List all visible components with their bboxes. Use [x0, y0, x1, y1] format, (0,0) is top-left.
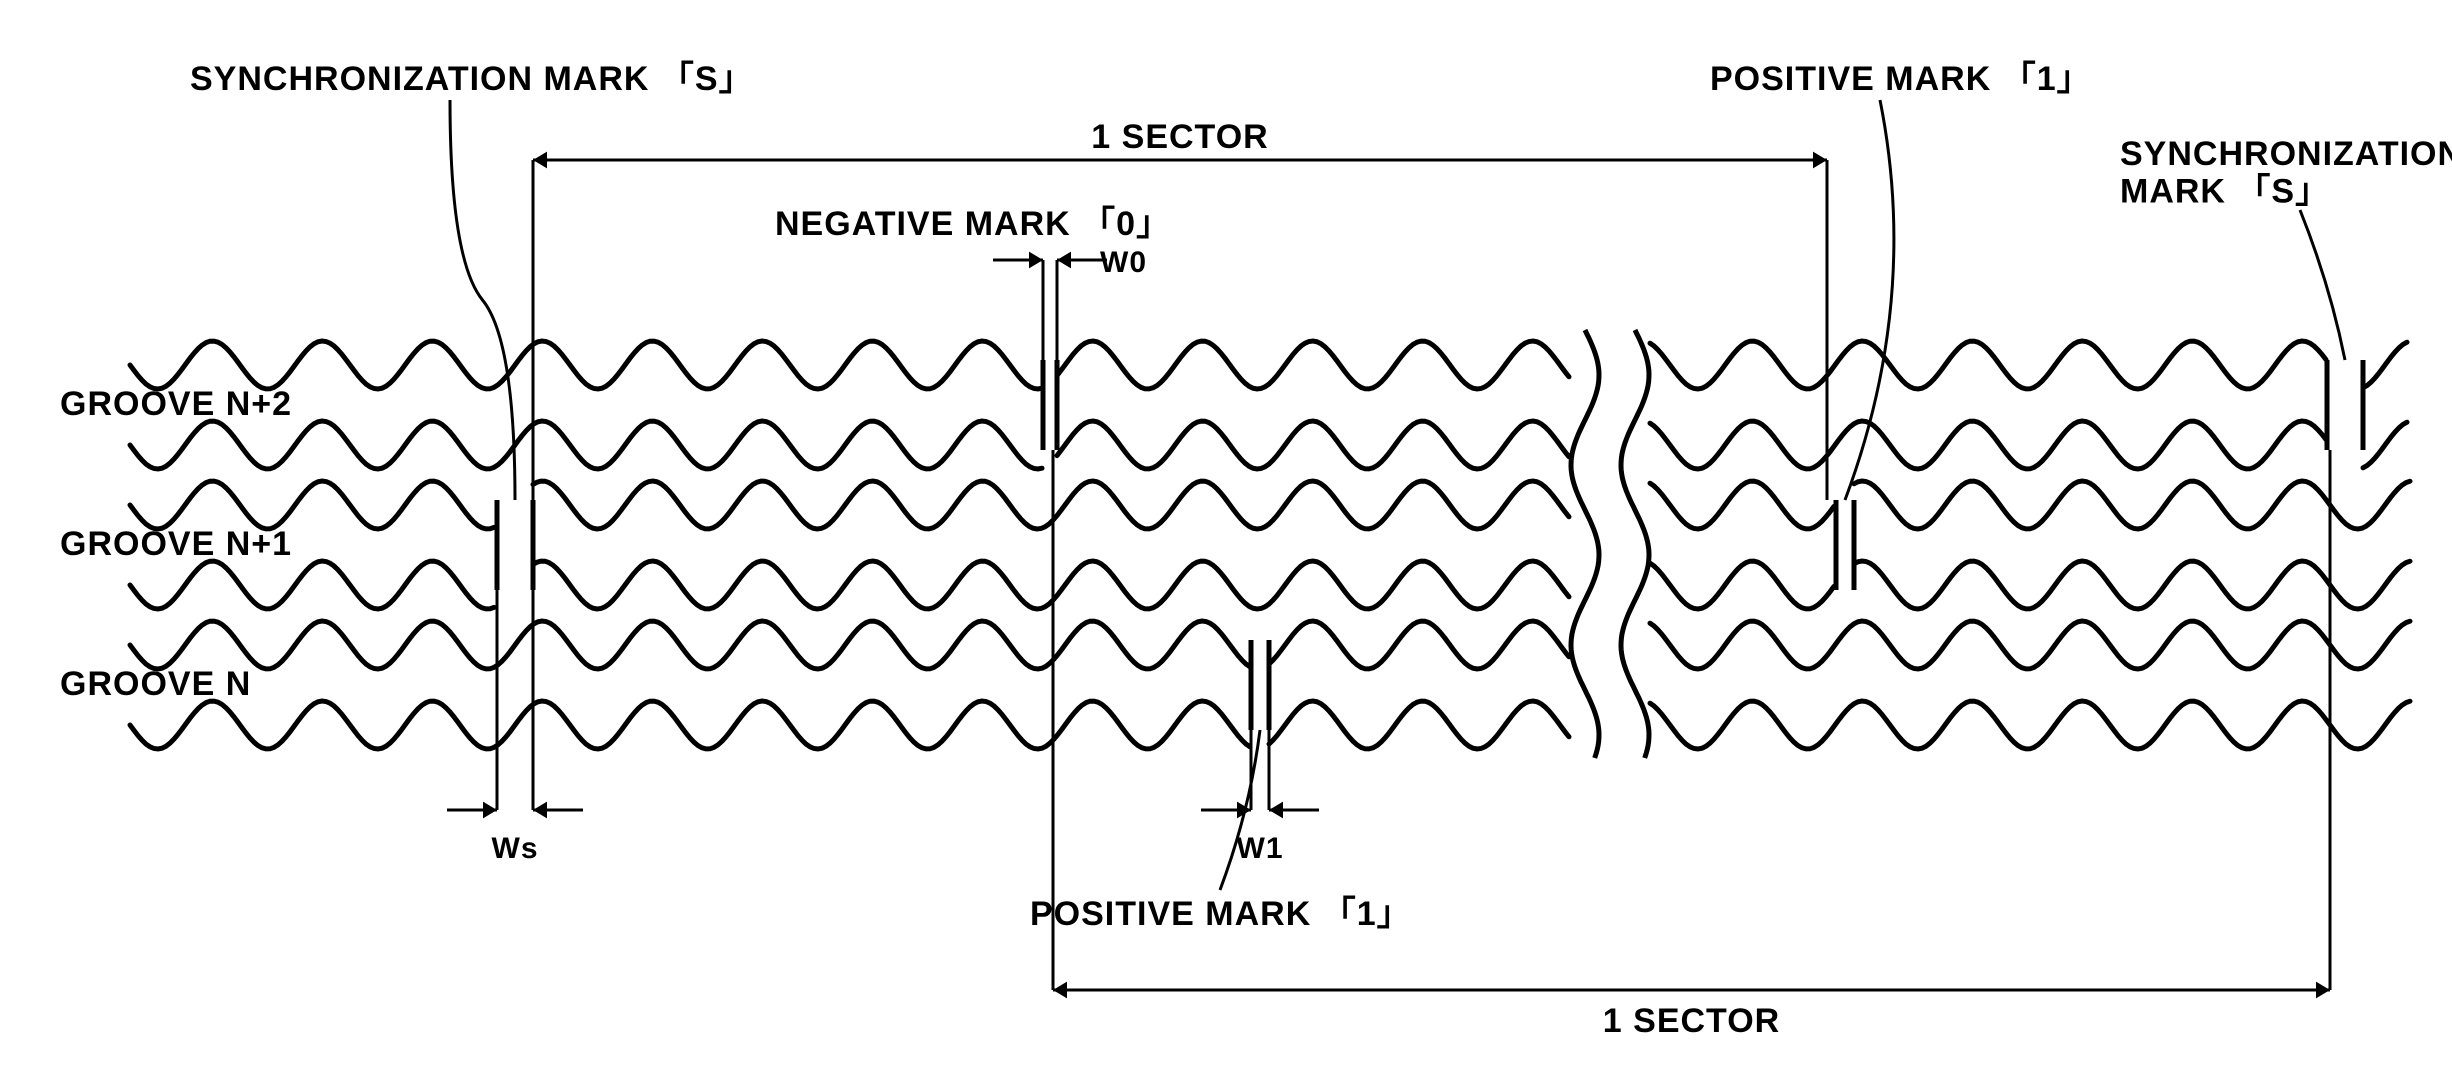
- groove-wave: [1650, 621, 2410, 669]
- groove-n1-label: GROOVE N+1: [60, 525, 292, 563]
- arrowhead: [1029, 252, 1043, 269]
- groove-wave: [1650, 561, 1834, 609]
- groove-wave: [1650, 701, 2410, 749]
- arrowhead: [533, 152, 547, 169]
- arrowhead: [1057, 252, 1071, 269]
- sector-bottom-label: 1 SECTOR: [1603, 1002, 1780, 1040]
- arrowhead: [483, 802, 497, 819]
- groove-wave: [1650, 421, 2326, 469]
- groove-wave: [1650, 341, 2326, 389]
- sector-top-label: 1 SECTOR: [1091, 118, 1268, 156]
- pos-mark-bottom-label: POSITIVE MARK 「1」: [1030, 895, 1412, 933]
- ws-label: Ws: [492, 832, 539, 865]
- groove-wave: [130, 561, 494, 609]
- leader-line: [2300, 210, 2345, 360]
- groove-wave: [1269, 701, 1569, 749]
- sync-right-label: SYNCHRONIZATION: [2120, 135, 2452, 173]
- groove-n-label: GROOVE N: [60, 665, 251, 703]
- groove-wave: [130, 621, 1250, 669]
- groove-wave: [2363, 342, 2407, 388]
- groove-n2-label: GROOVE N+2: [60, 385, 292, 423]
- groove-wave: [1854, 561, 2410, 609]
- groove-wave: [533, 481, 1569, 529]
- leader-line: [450, 100, 515, 500]
- groove-wave: [1650, 481, 1834, 529]
- break-line: [1571, 330, 1599, 758]
- groove-wave: [1057, 341, 1569, 389]
- arrowhead: [1269, 802, 1283, 819]
- arrowhead: [1813, 152, 1827, 169]
- groove-wave: [130, 341, 1042, 389]
- groove-wave: [1057, 421, 1569, 469]
- w1-label: W1: [1237, 832, 1284, 865]
- groove-wave: [130, 421, 1042, 469]
- groove-mark-diagram: GROOVE N+2 GROOVE N+1 GROOVE N SYNCHRONIZAT…: [20, 20, 2452, 1056]
- groove-wave: [533, 561, 1569, 609]
- groove-wave: [1269, 621, 1569, 669]
- groove-wave: [130, 481, 494, 529]
- sync-left-label: SYNCHRONIZATION MARK 「S」: [190, 60, 754, 98]
- w0-label: W0: [1100, 246, 1147, 279]
- neg-mark-label: NEGATIVE MARK 「0」: [775, 205, 1171, 243]
- groove-wave: [1854, 481, 2410, 529]
- pos-mark-right-label: POSITIVE MARK 「1」: [1710, 60, 2092, 98]
- sync-right-label: MARK 「S」: [2120, 172, 2330, 210]
- groove-wave: [2363, 422, 2407, 468]
- break-line: [1621, 330, 1649, 758]
- arrowhead: [2316, 982, 2330, 999]
- groove-wave: [130, 701, 1250, 749]
- arrowhead: [1053, 982, 1067, 999]
- arrowhead: [533, 802, 547, 819]
